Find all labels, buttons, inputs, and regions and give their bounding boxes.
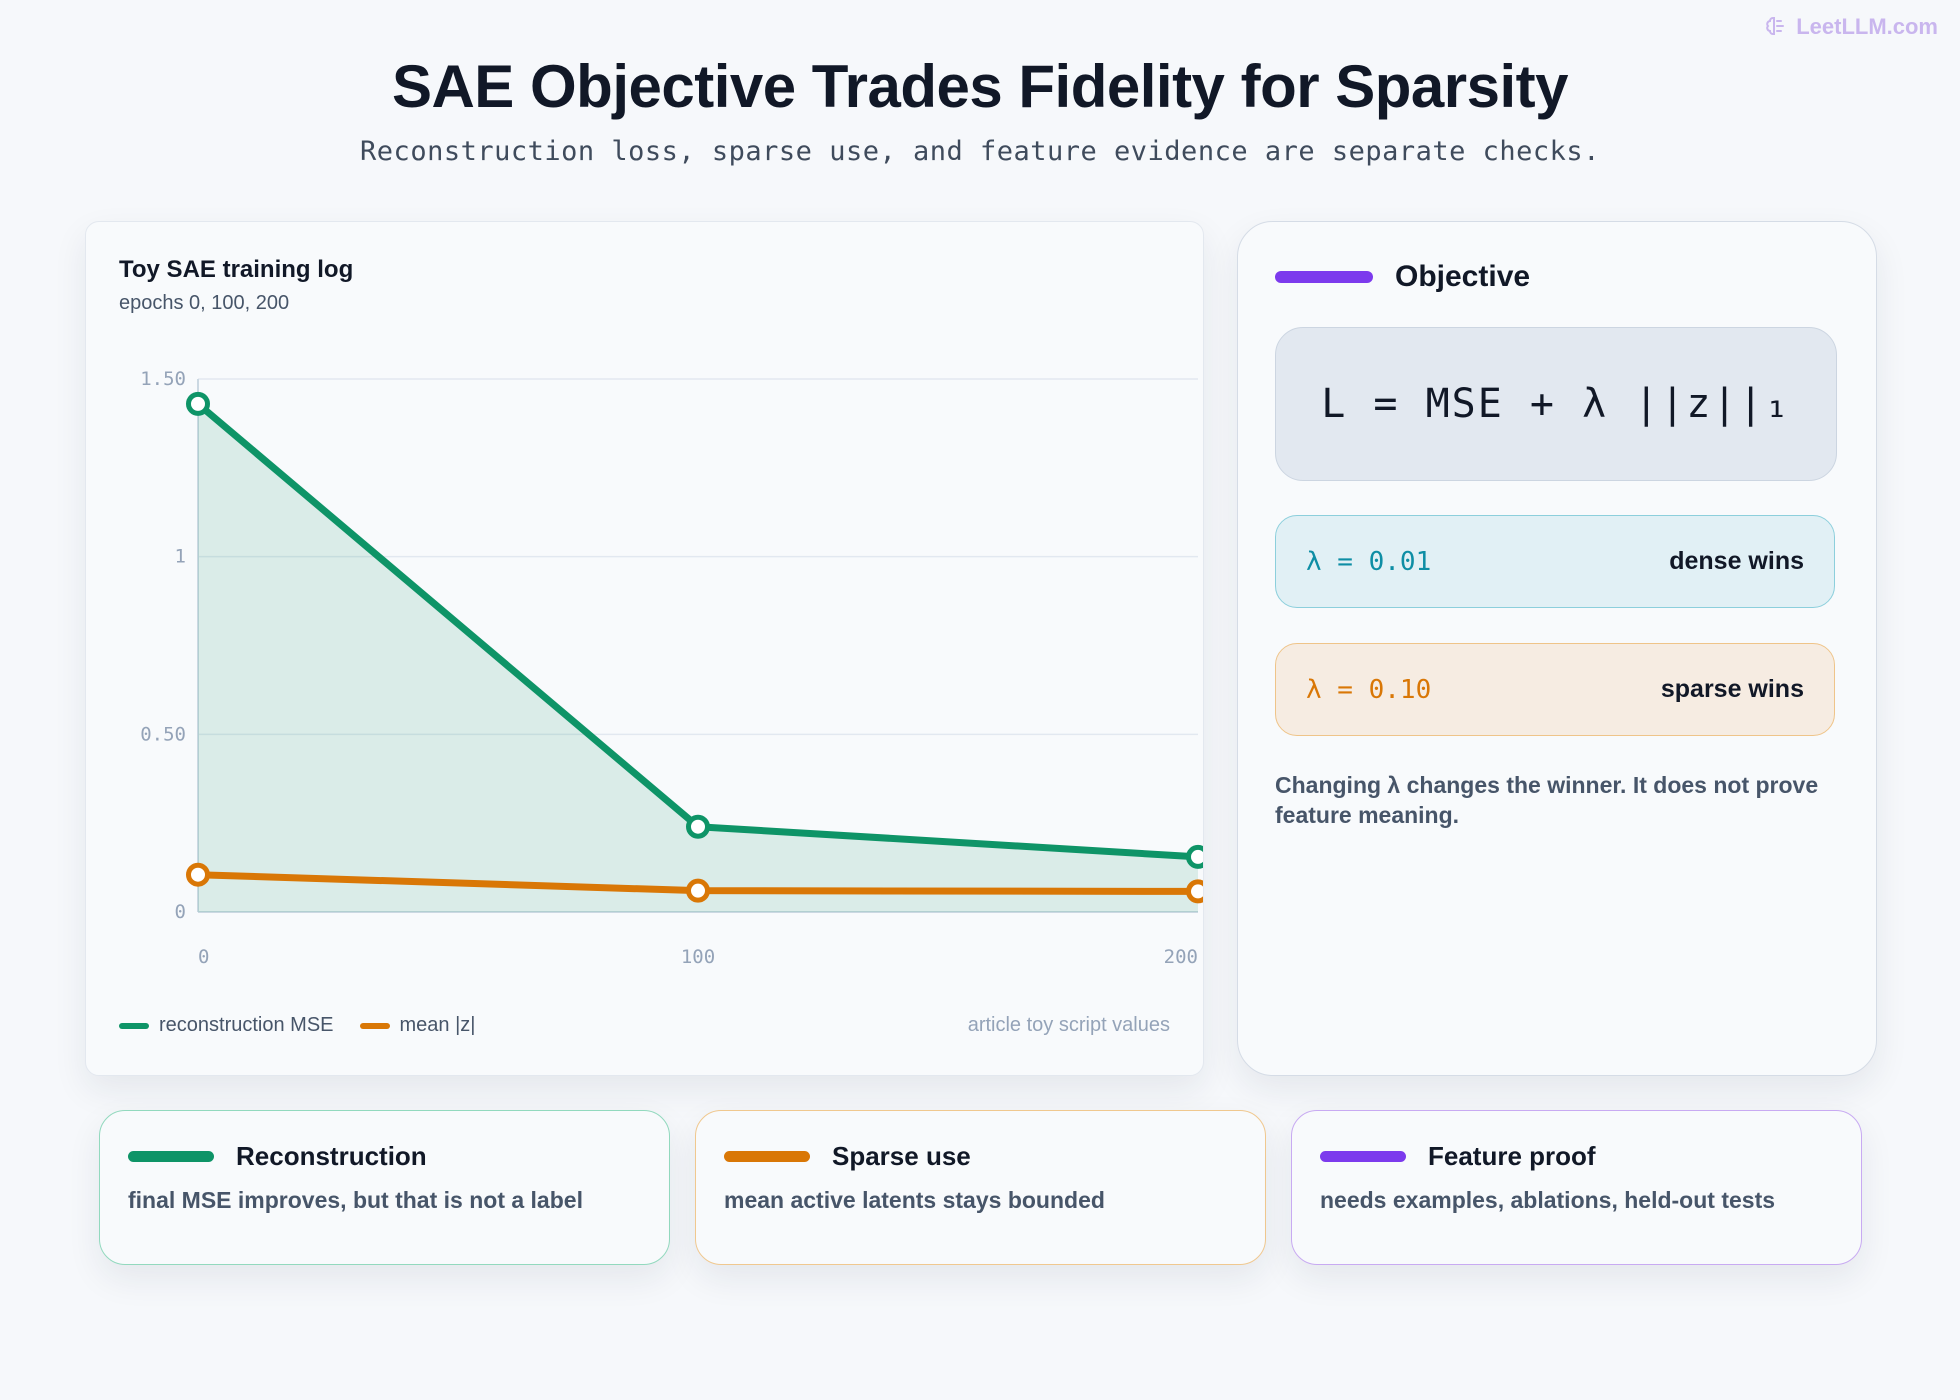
objective-accent-bar	[1275, 271, 1373, 283]
card-reconstruction: Reconstruction final MSE improves, but t…	[99, 1110, 670, 1265]
data-point	[186, 862, 210, 887]
card-header: Feature proof	[1320, 1141, 1596, 1172]
x-tick-label: 100	[681, 946, 715, 968]
chart-title: Toy SAE training log	[119, 256, 354, 283]
legend-item-mean-z: mean |z|	[359, 1014, 476, 1037]
chart-source-note: article toy script values	[967, 1014, 1170, 1036]
x-tick-label: 200	[1164, 946, 1198, 968]
lambda-row-sparse: λ = 0.10 sparse wins	[1275, 643, 1835, 736]
card-title: Sparse use	[832, 1141, 971, 1171]
card-title: Reconstruction	[236, 1141, 427, 1171]
chart-legend: reconstruction MSE mean |z|	[119, 1014, 502, 1037]
data-point	[186, 391, 210, 416]
chart-panel: Toy SAE training log epochs 0, 100, 200 …	[85, 221, 1204, 1076]
brain-icon	[1766, 17, 1785, 35]
data-point	[686, 814, 710, 839]
lambda-value: λ = 0.01	[1306, 546, 1432, 577]
objective-header: Objective	[1275, 260, 1530, 294]
lambda-winner: dense wins	[1669, 547, 1804, 575]
card-text: needs examples, ablations, held-out test…	[1320, 1187, 1776, 1213]
y-tick-label: 1.50	[140, 368, 186, 390]
brand-name: LeetLLM.com	[1796, 14, 1938, 39]
card-accent-bar	[128, 1151, 214, 1162]
page-title: SAE Objective Trades Fidelity for Sparsi…	[391, 53, 1569, 120]
card-accent-bar	[724, 1151, 810, 1162]
card-text: final MSE improves, but that is not a la…	[128, 1187, 583, 1213]
legend-swatch-mse	[119, 1022, 149, 1029]
card-header: Sparse use	[724, 1141, 971, 1172]
legend-label-mean-z: mean |z|	[399, 1014, 476, 1036]
legend-item-mse: reconstruction MSE	[119, 1014, 334, 1037]
objective-note: Changing λ changes the winner. It does n…	[1275, 772, 1819, 828]
data-point	[1186, 844, 1203, 869]
card-title: Feature proof	[1428, 1141, 1596, 1171]
chart-subtitle: epochs 0, 100, 200	[119, 292, 290, 314]
series-area-0	[198, 403, 1198, 912]
y-tick-label: 0.50	[140, 723, 186, 745]
data-point	[686, 878, 710, 903]
card-feature-proof: Feature proof needs examples, ablations,…	[1291, 1110, 1862, 1265]
line-chart: 0 0.50 1 1.50 0 100 200	[140, 368, 1203, 968]
legend-swatch-mean-z	[359, 1022, 390, 1029]
objective-formula: L = MSE + λ ||z||₁	[1275, 327, 1837, 481]
lambda-winner: sparse wins	[1660, 675, 1804, 703]
y-tick-label: 0	[175, 901, 186, 923]
card-sparse-use: Sparse use mean active latents stays bou…	[695, 1110, 1266, 1265]
objective-heading: Objective	[1395, 260, 1531, 293]
card-accent-bar	[1320, 1151, 1406, 1162]
card-text: mean active latents stays bounded	[724, 1187, 1105, 1213]
data-point	[1186, 879, 1203, 904]
y-tick-label: 1	[175, 546, 186, 568]
lambda-row-dense: λ = 0.01 dense wins	[1275, 515, 1835, 608]
objective-panel: Objective L = MSE + λ ||z||₁ λ = 0.01 de…	[1237, 221, 1877, 1076]
card-header: Reconstruction	[128, 1141, 427, 1172]
lambda-value: λ = 0.10	[1306, 674, 1432, 705]
brand-logo[interactable]: LeetLLM.com	[1764, 14, 1938, 40]
legend-label-mse: reconstruction MSE	[159, 1014, 334, 1036]
x-tick-label: 0	[198, 946, 209, 968]
page-subtitle: Reconstruction loss, sparse use, and fea…	[360, 136, 1600, 167]
